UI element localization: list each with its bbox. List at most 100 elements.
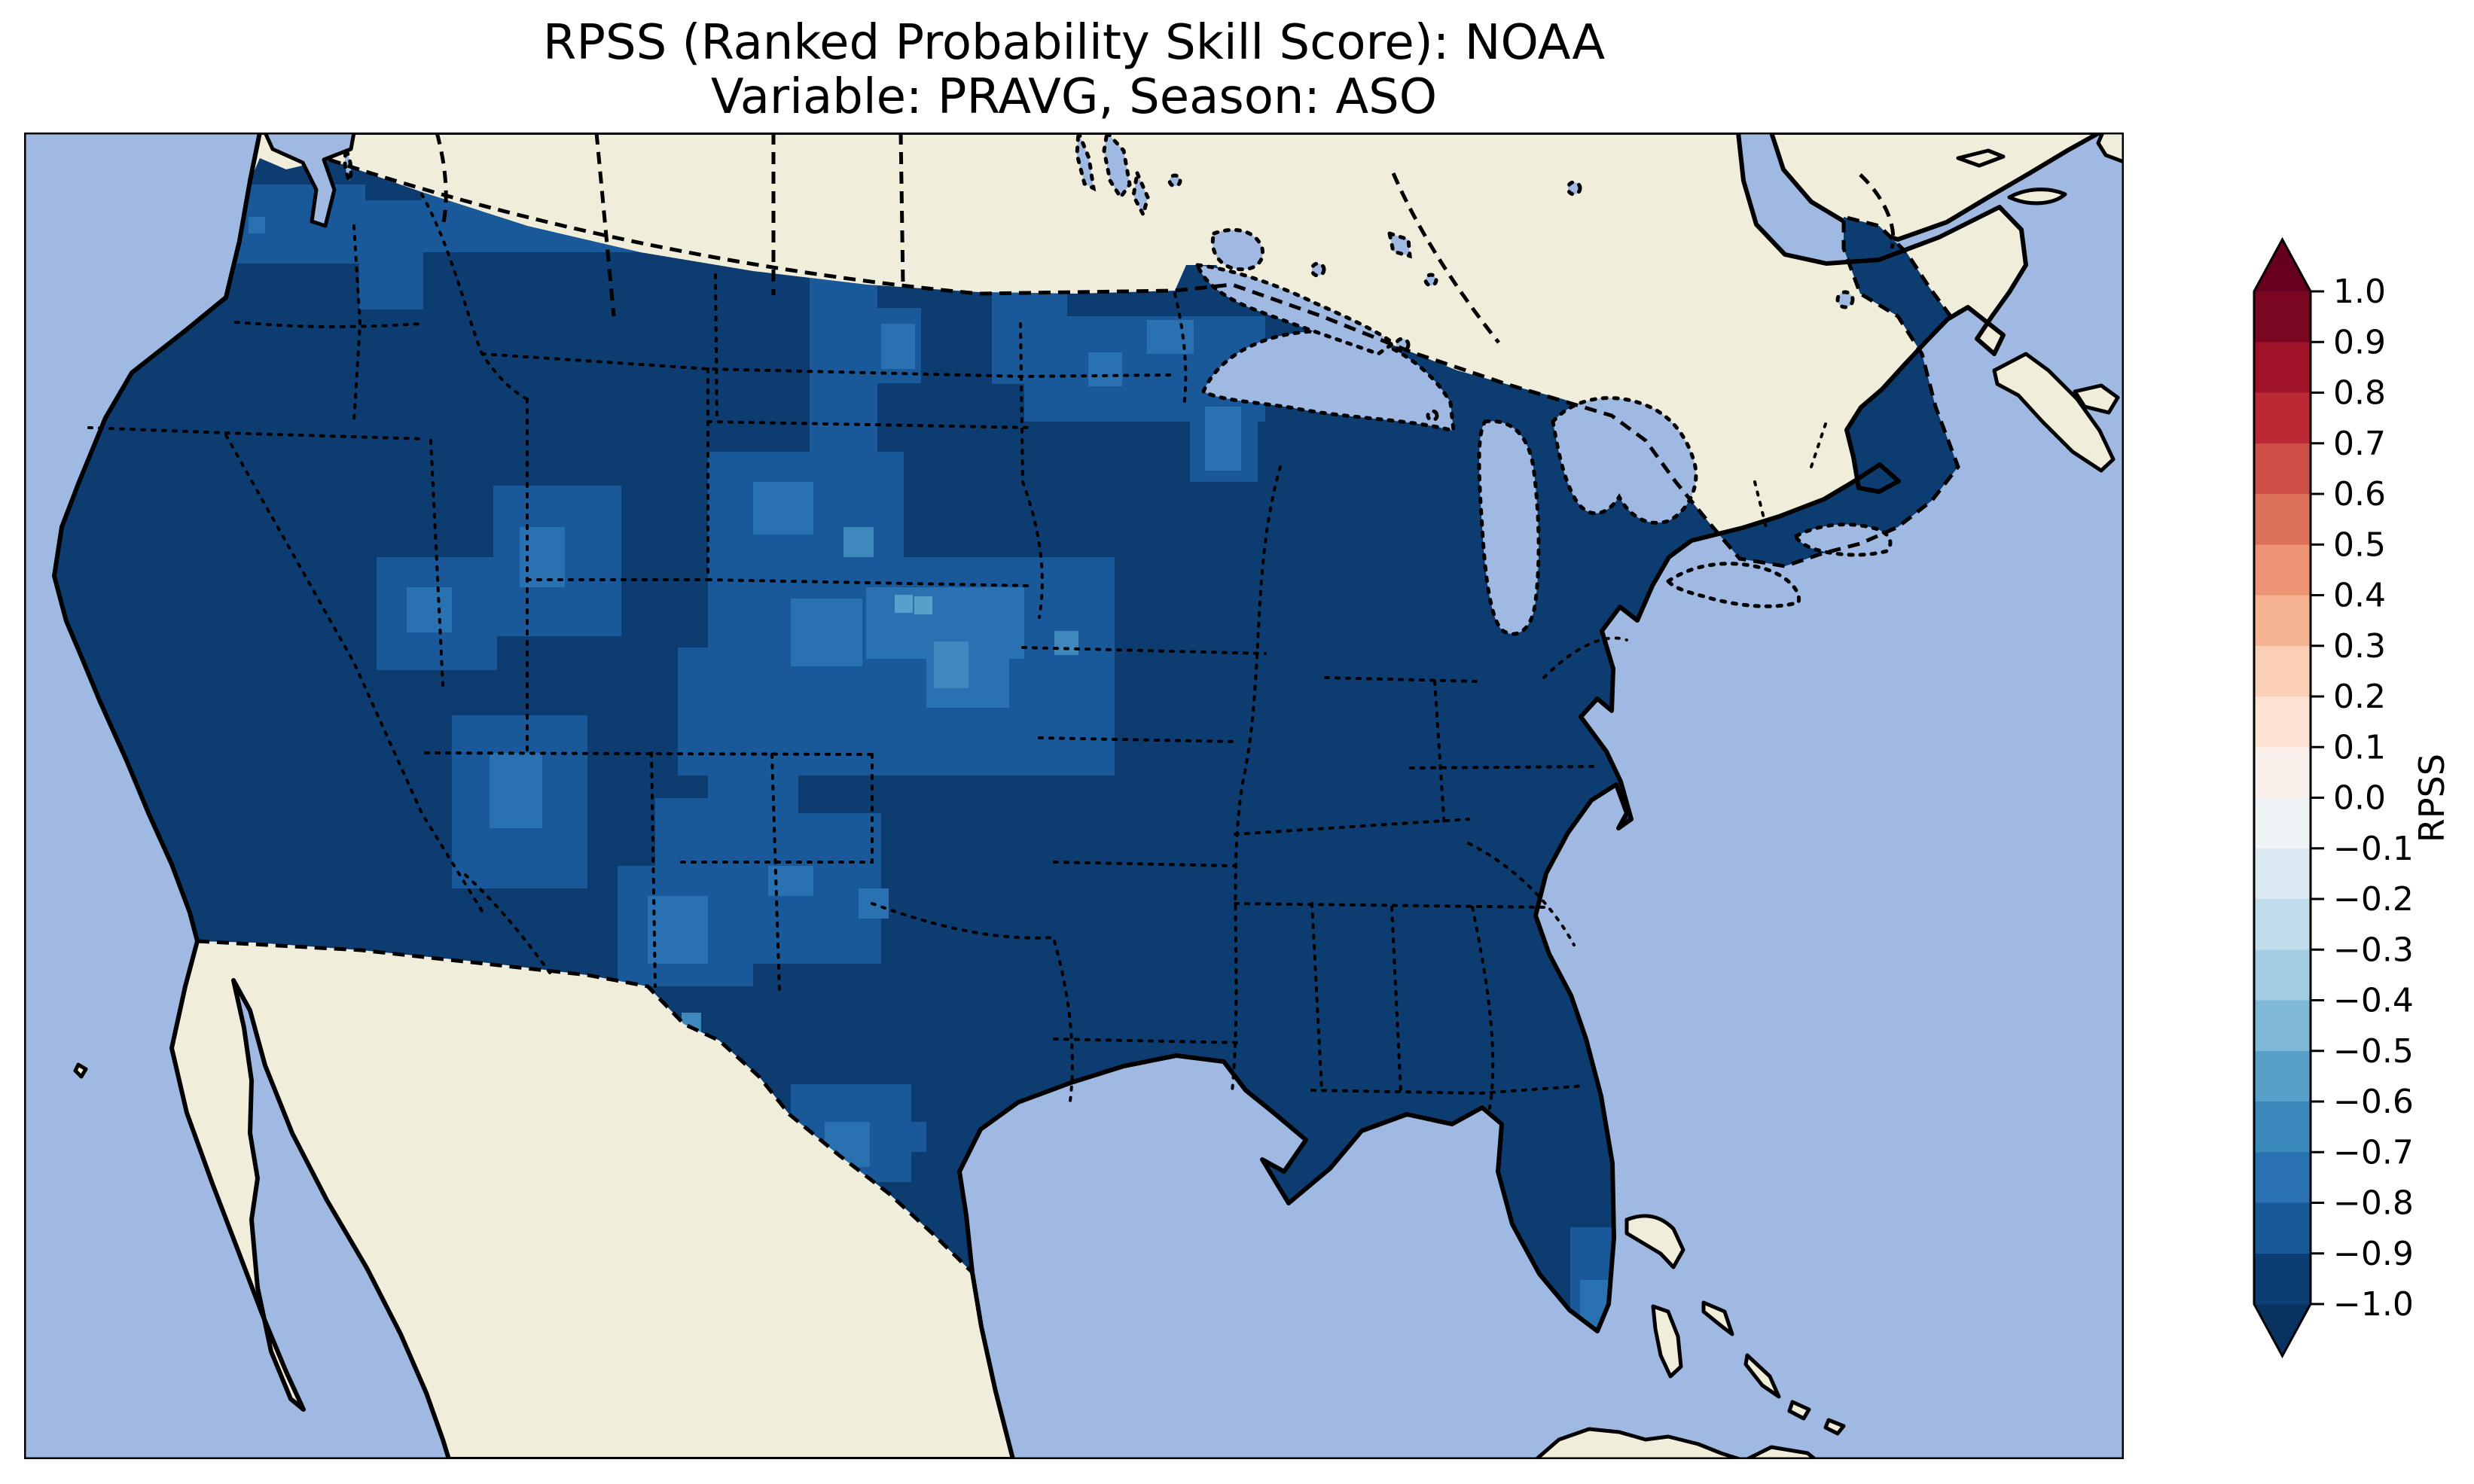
state-border-nc-sc — [1467, 842, 1576, 946]
colorbar-tick-label: −0.1 — [2333, 830, 2414, 868]
state-border-sd-line — [706, 420, 1033, 429]
colorbar-tick-label: 1.0 — [2333, 273, 2386, 311]
colorbar-tick-label: −0.5 — [2333, 1032, 2414, 1071]
colorbar-tick-label: −0.8 — [2333, 1184, 2414, 1223]
colorbar-tick-label: −0.7 — [2333, 1133, 2414, 1172]
state-border-ca-nv — [224, 434, 484, 913]
cuba-east — [1745, 1445, 1817, 1459]
state-border-nm-tx — [770, 753, 781, 994]
lake-huron — [1551, 396, 1698, 525]
colorbar-segment — [2254, 1050, 2311, 1102]
colorbar-segment — [2254, 1102, 2311, 1153]
state-border-or-ca — [87, 426, 427, 440]
colorbar-segment — [2254, 949, 2311, 1001]
provincial-border-6 — [1859, 173, 1896, 249]
colorbar-segment — [2254, 1152, 2311, 1204]
figure-subtitle: Variable: PRAVG, Season: ASO — [711, 69, 1437, 125]
state-border-wv — [1542, 636, 1628, 679]
state-border-tx-la — [1053, 940, 1074, 1108]
prince-edward-island — [2007, 187, 2067, 206]
colorbar-tick-label: −0.3 — [2333, 931, 2414, 969]
colorbar-tick-label: 0.6 — [2333, 475, 2386, 513]
field-patch-b3 — [648, 896, 708, 964]
colorbar: 1.0 0.9 0.8 0.7 0.6 0.5 0.4 0.3 0.2 0.1 0.0 −0.1 −0.… — [2253, 236, 2414, 1359]
field-patch-b5 — [895, 595, 913, 613]
colorbar-segment — [2254, 696, 2311, 748]
colorbar-segment — [2254, 443, 2311, 495]
nova-scotia — [1992, 352, 2116, 473]
state-border-co-nm-ks-ok — [424, 751, 874, 756]
puget-sound — [263, 133, 356, 228]
state-border-ms-al-2 — [1390, 906, 1402, 1095]
state-border-red-river — [871, 902, 1056, 940]
lakes-group — [343, 133, 1893, 636]
anticosti-island — [1956, 148, 2006, 168]
colorbar-tick-label: 0.5 — [2333, 526, 2386, 564]
field-patch-b4 — [843, 527, 874, 557]
field-patch-b4 — [1054, 631, 1078, 655]
colorbar-tick-label: 0.8 — [2333, 374, 2386, 413]
colorbar-tick-label: 0.3 — [2333, 627, 2386, 666]
colorbar-segment — [2254, 747, 2311, 799]
state-border-id-or — [352, 224, 362, 423]
colorbar-tick-label: −0.6 — [2333, 1083, 2414, 1121]
field-patch-b3 — [249, 217, 265, 233]
lake-st-jean — [1835, 290, 1855, 309]
colorbar-tick-label: −0.2 — [2333, 880, 2414, 919]
colorbar-tick-label: 0.4 — [2333, 577, 2386, 615]
grand-bahama-abaco — [1624, 1214, 1685, 1269]
state-border-ne-line — [706, 578, 1033, 587]
lake-michigan — [1477, 419, 1541, 636]
field-patch-b2 — [359, 200, 423, 309]
state-border-mn-dakotas — [1019, 322, 1044, 619]
colorbar-segment — [2254, 1253, 2311, 1305]
guadalupe-island — [73, 1062, 88, 1079]
us-canada-border — [328, 157, 1969, 568]
field-patch-b3 — [1088, 352, 1122, 386]
colorbar-segment — [2254, 848, 2311, 900]
field-patch-b3 — [881, 324, 915, 369]
colorbar-tick-label: 0.1 — [2333, 728, 2386, 766]
eleuthera — [1701, 1300, 1734, 1336]
state-border-va-nc — [1409, 765, 1600, 769]
state-border-mo-ar — [1053, 861, 1237, 867]
figure-title: RPSS (Ranked Probability Skill Score): N… — [543, 15, 1605, 71]
canada-lake-dot-1 — [1310, 261, 1326, 278]
cape-breton-island — [2073, 383, 2120, 415]
field-patch-b2 — [896, 1122, 926, 1152]
state-borders-group — [87, 193, 1828, 1110]
state-border-ga-al — [1471, 906, 1495, 1110]
provincial-border-4 — [1391, 172, 1500, 344]
newfoundland — [2096, 133, 2124, 164]
field-patch-b3 — [791, 599, 862, 666]
state-border-wa-or — [234, 321, 423, 328]
provincial-border-1 — [594, 133, 616, 317]
colorbar-over-arrow — [2254, 239, 2311, 291]
state-border-wi-il — [1324, 676, 1478, 683]
colorbar-segment — [2254, 494, 2311, 545]
state-border-az-nm — [650, 751, 657, 988]
cuba — [1534, 1427, 1742, 1459]
colorbar-tick-label: −1.0 — [2333, 1285, 2414, 1324]
border-lakes — [1194, 263, 1397, 356]
colorbar-tick-label: 0.2 — [2333, 678, 2386, 716]
lake-superior — [1200, 329, 1456, 434]
colorbar-under-arrow — [2254, 1304, 2311, 1356]
state-border-tn-al-ga — [1234, 902, 1547, 909]
state-border-mt-id — [420, 193, 529, 401]
colorbar-tick-label: 0.0 — [2333, 779, 2386, 818]
state-border-nd-mn — [1173, 292, 1188, 408]
state-border-ms-al-1 — [1310, 902, 1323, 1092]
field-patch-b5 — [914, 596, 932, 614]
state-border-ok-panhandle — [680, 753, 874, 864]
lake-nipigon — [1386, 230, 1412, 259]
colorbar-segment — [2254, 797, 2311, 849]
canada-lake-dot-2 — [1423, 273, 1438, 288]
colorbar-segment — [2254, 291, 2311, 343]
state-border-il-in — [1433, 680, 1446, 830]
field-patch-b3 — [490, 753, 542, 828]
lake-manitoba — [1131, 166, 1150, 220]
colorbar-segment — [2254, 1000, 2311, 1052]
state-border-mn-ia — [1021, 646, 1267, 655]
state-border-nv-ut — [429, 439, 444, 687]
